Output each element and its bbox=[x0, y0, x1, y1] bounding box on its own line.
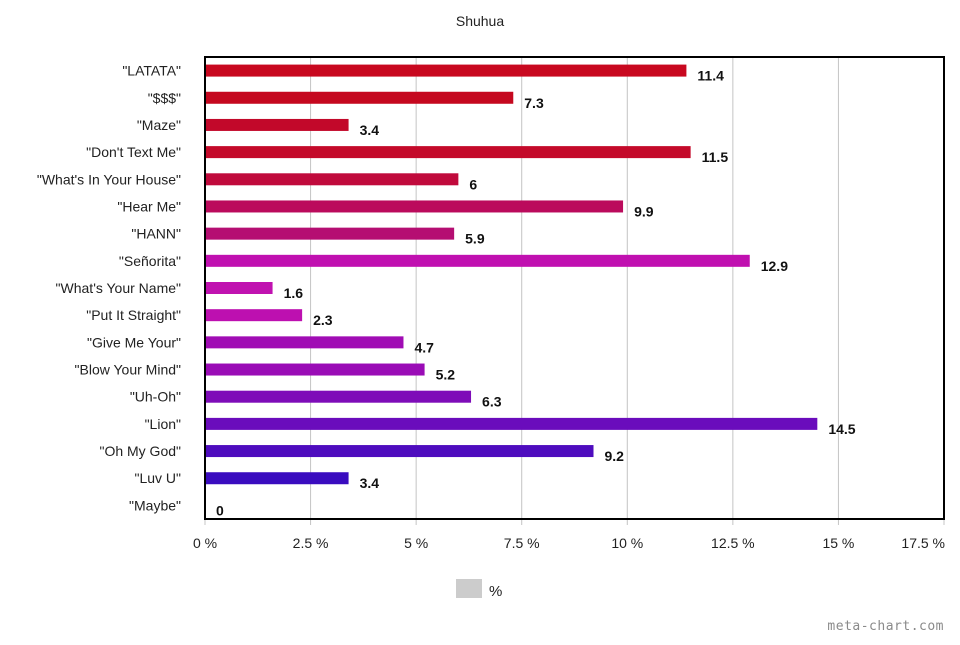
data-label: 11.5 bbox=[702, 149, 729, 165]
data-label: 5.9 bbox=[465, 231, 485, 247]
legend-swatch bbox=[456, 579, 482, 598]
category-label: "Lion" bbox=[145, 416, 181, 432]
category-label: "$$$" bbox=[148, 90, 181, 106]
category-label: "Maze" bbox=[137, 117, 181, 133]
data-label: 7.3 bbox=[524, 95, 544, 111]
bar[interactable] bbox=[205, 445, 594, 458]
category-label: "Señorita" bbox=[119, 253, 181, 269]
legend[interactable]: % bbox=[456, 579, 502, 600]
category-label: "Put It Straight" bbox=[86, 307, 181, 323]
category-label: "Uh-Oh" bbox=[130, 389, 181, 405]
category-label: "What's In Your House" bbox=[37, 171, 181, 187]
category-label: "Give Me Your" bbox=[87, 334, 181, 350]
bar[interactable] bbox=[205, 363, 425, 376]
category-labels: "LATATA" "$$$" "Maze" "Don't Text Me" "What'… bbox=[37, 63, 181, 514]
x-tick-label: 17.5 % bbox=[901, 535, 945, 551]
data-label: 4.7 bbox=[414, 339, 434, 355]
category-label: "HANN" bbox=[131, 226, 181, 242]
data-label: 1.6 bbox=[284, 285, 304, 301]
data-label: 5.2 bbox=[436, 367, 456, 383]
bar[interactable] bbox=[205, 417, 818, 430]
data-label: 0 bbox=[216, 502, 224, 518]
data-label: 11.4 bbox=[697, 68, 724, 84]
bar[interactable] bbox=[205, 91, 514, 104]
x-tick-label: 7.5 % bbox=[504, 535, 540, 551]
data-label: 3.4 bbox=[360, 122, 380, 138]
data-label: 6 bbox=[469, 176, 477, 192]
bar[interactable] bbox=[205, 336, 404, 349]
bar[interactable] bbox=[205, 390, 472, 403]
category-label: "Hear Me" bbox=[117, 198, 181, 214]
category-label: "LATATA" bbox=[122, 63, 181, 79]
x-tick-label: 15 % bbox=[822, 535, 854, 551]
bar[interactable] bbox=[205, 118, 349, 131]
x-axis-ticks: 0 % 2.5 % 5 % 7.5 % 10 % 12.5 % 15 % 17.5 % bbox=[193, 519, 945, 551]
x-tick-label: 0 % bbox=[193, 535, 217, 551]
bar[interactable] bbox=[205, 254, 750, 267]
watermark: meta-chart.com bbox=[827, 619, 944, 634]
data-label: 3.4 bbox=[360, 475, 380, 491]
bar[interactable] bbox=[205, 200, 624, 213]
data-label: 12.9 bbox=[761, 258, 788, 274]
bar[interactable] bbox=[205, 472, 349, 485]
category-label: "Maybe" bbox=[129, 497, 181, 513]
category-label: "What's Your Name" bbox=[56, 280, 181, 296]
x-tick-label: 5 % bbox=[404, 535, 428, 551]
bars bbox=[205, 64, 818, 485]
category-label: "Blow Your Mind" bbox=[75, 362, 181, 378]
bar[interactable] bbox=[205, 227, 455, 240]
grid-lines bbox=[310, 57, 839, 519]
plot-frame bbox=[204, 56, 945, 520]
x-tick-label: 2.5 % bbox=[293, 535, 329, 551]
bar[interactable] bbox=[205, 309, 303, 322]
data-label: 14.5 bbox=[828, 421, 855, 437]
bar[interactable] bbox=[205, 146, 691, 159]
bar[interactable] bbox=[205, 173, 459, 186]
data-labels: 11.4 7.3 3.4 11.5 6 9.9 5.9 12.9 1.6 2.3 4.75.2 6.3… bbox=[216, 68, 856, 519]
category-label: "Luv U" bbox=[134, 470, 181, 486]
data-label: 2.3 bbox=[313, 312, 333, 328]
legend-label: % bbox=[489, 583, 502, 600]
category-label: "Don't Text Me" bbox=[86, 144, 181, 160]
data-label: 9.2 bbox=[605, 448, 625, 464]
category-label: "Oh My God" bbox=[99, 443, 181, 459]
x-tick-label: 10 % bbox=[611, 535, 643, 551]
data-label: 9.9 bbox=[634, 203, 654, 219]
x-tick-label: 12.5 % bbox=[711, 535, 755, 551]
bar[interactable] bbox=[205, 64, 687, 77]
chart-title: Shuhua bbox=[456, 13, 504, 29]
bar[interactable] bbox=[205, 282, 273, 294]
data-label: 6.3 bbox=[482, 394, 502, 410]
